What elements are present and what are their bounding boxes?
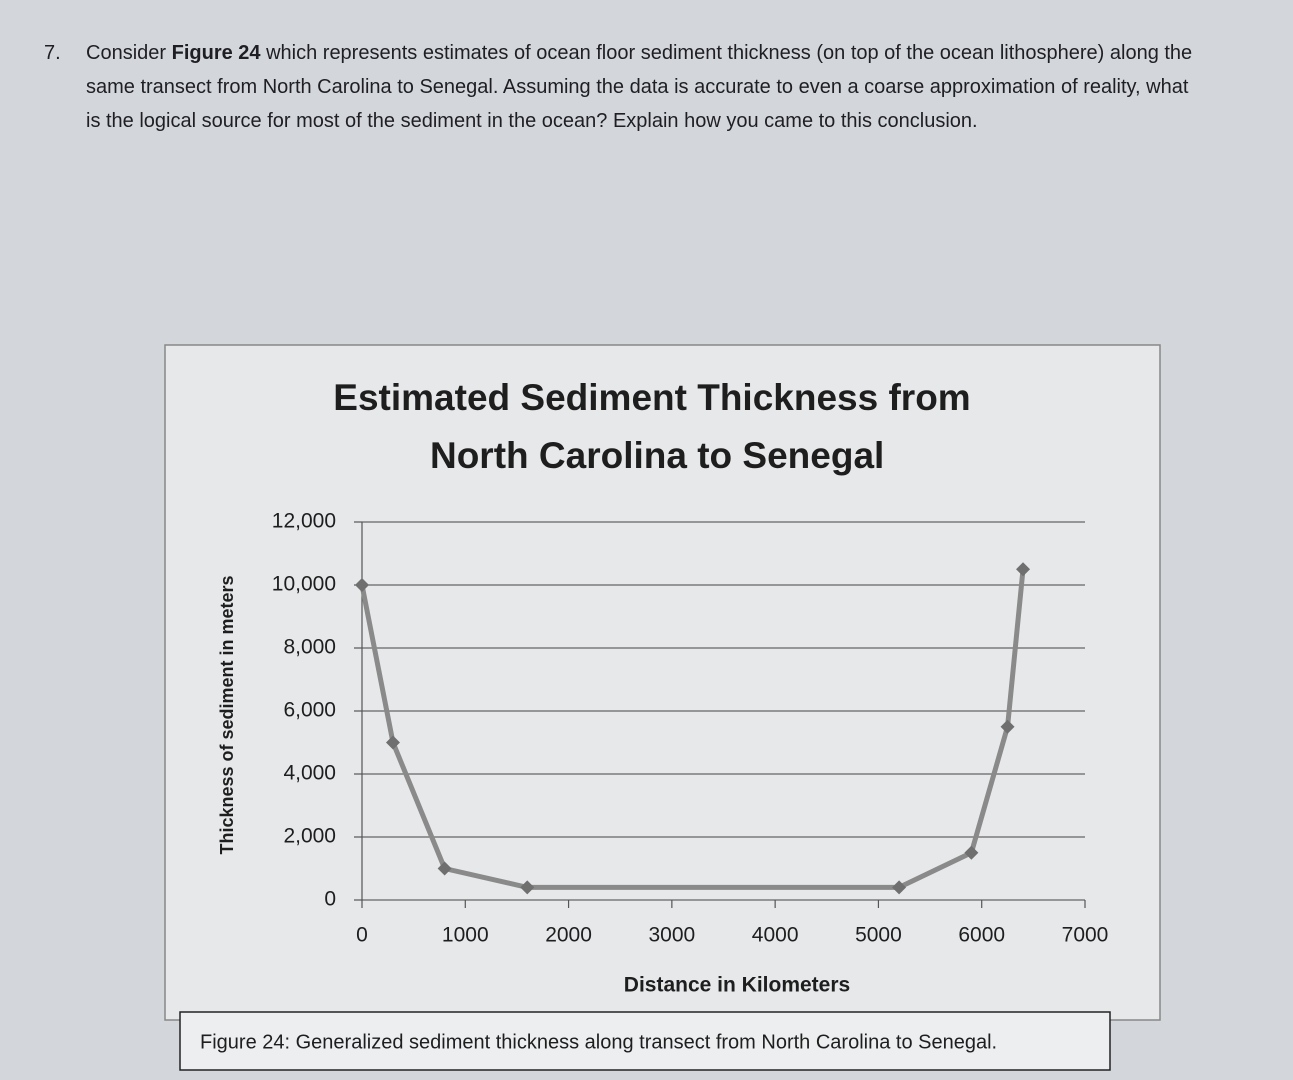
question-text: Consider Figure 24 which represents esti…	[86, 36, 1204, 138]
data-point	[437, 861, 452, 876]
caption: Figure 24: Generalized sediment thicknes…	[200, 1031, 997, 1053]
question: 7. Consider Figure 24 which represents e…	[44, 36, 1204, 138]
x-tick-label: 3000	[648, 924, 695, 947]
y-tick-label: 12,000	[272, 510, 336, 533]
question-number: 7.	[44, 42, 61, 64]
data-point	[892, 880, 907, 895]
data-point	[520, 880, 535, 895]
caption-box	[179, 1011, 1111, 1071]
x-tick-label: 0	[356, 924, 368, 947]
x-tick-label: 1000	[442, 924, 489, 947]
y-tick-label: 4,000	[283, 762, 336, 785]
data-point	[1000, 719, 1015, 734]
x-tick-label: 5000	[855, 924, 902, 947]
y-tick-label: 2,000	[283, 825, 336, 848]
figure-ref: Figure 24	[171, 42, 261, 64]
data-point	[964, 845, 979, 860]
text: Consider	[86, 42, 172, 64]
y-tick-label: 0	[324, 888, 336, 911]
data-point	[1016, 562, 1031, 577]
x-tick-label: 6000	[958, 924, 1005, 947]
x-tick-label: 7000	[1062, 924, 1109, 947]
y-tick-label: 10,000	[272, 573, 336, 596]
x-tick-label: 4000	[752, 924, 799, 947]
chart-frame	[164, 344, 1161, 1021]
data-point	[355, 578, 369, 592]
text: which represents estimates of ocean floo…	[86, 42, 1193, 132]
chart-title: Estimated Sediment Thickness from North …	[333, 377, 970, 476]
y-axis-label: Thickness of sediment in meters	[217, 575, 237, 854]
y-tick-label: 6,000	[283, 699, 336, 722]
y-tick-label: 8,000	[283, 636, 336, 659]
x-axis-label: Distance in Kilometers	[624, 974, 850, 997]
x-tick-label: 2000	[545, 924, 592, 947]
data-line	[359, 569, 1026, 890]
data-point	[385, 735, 400, 750]
